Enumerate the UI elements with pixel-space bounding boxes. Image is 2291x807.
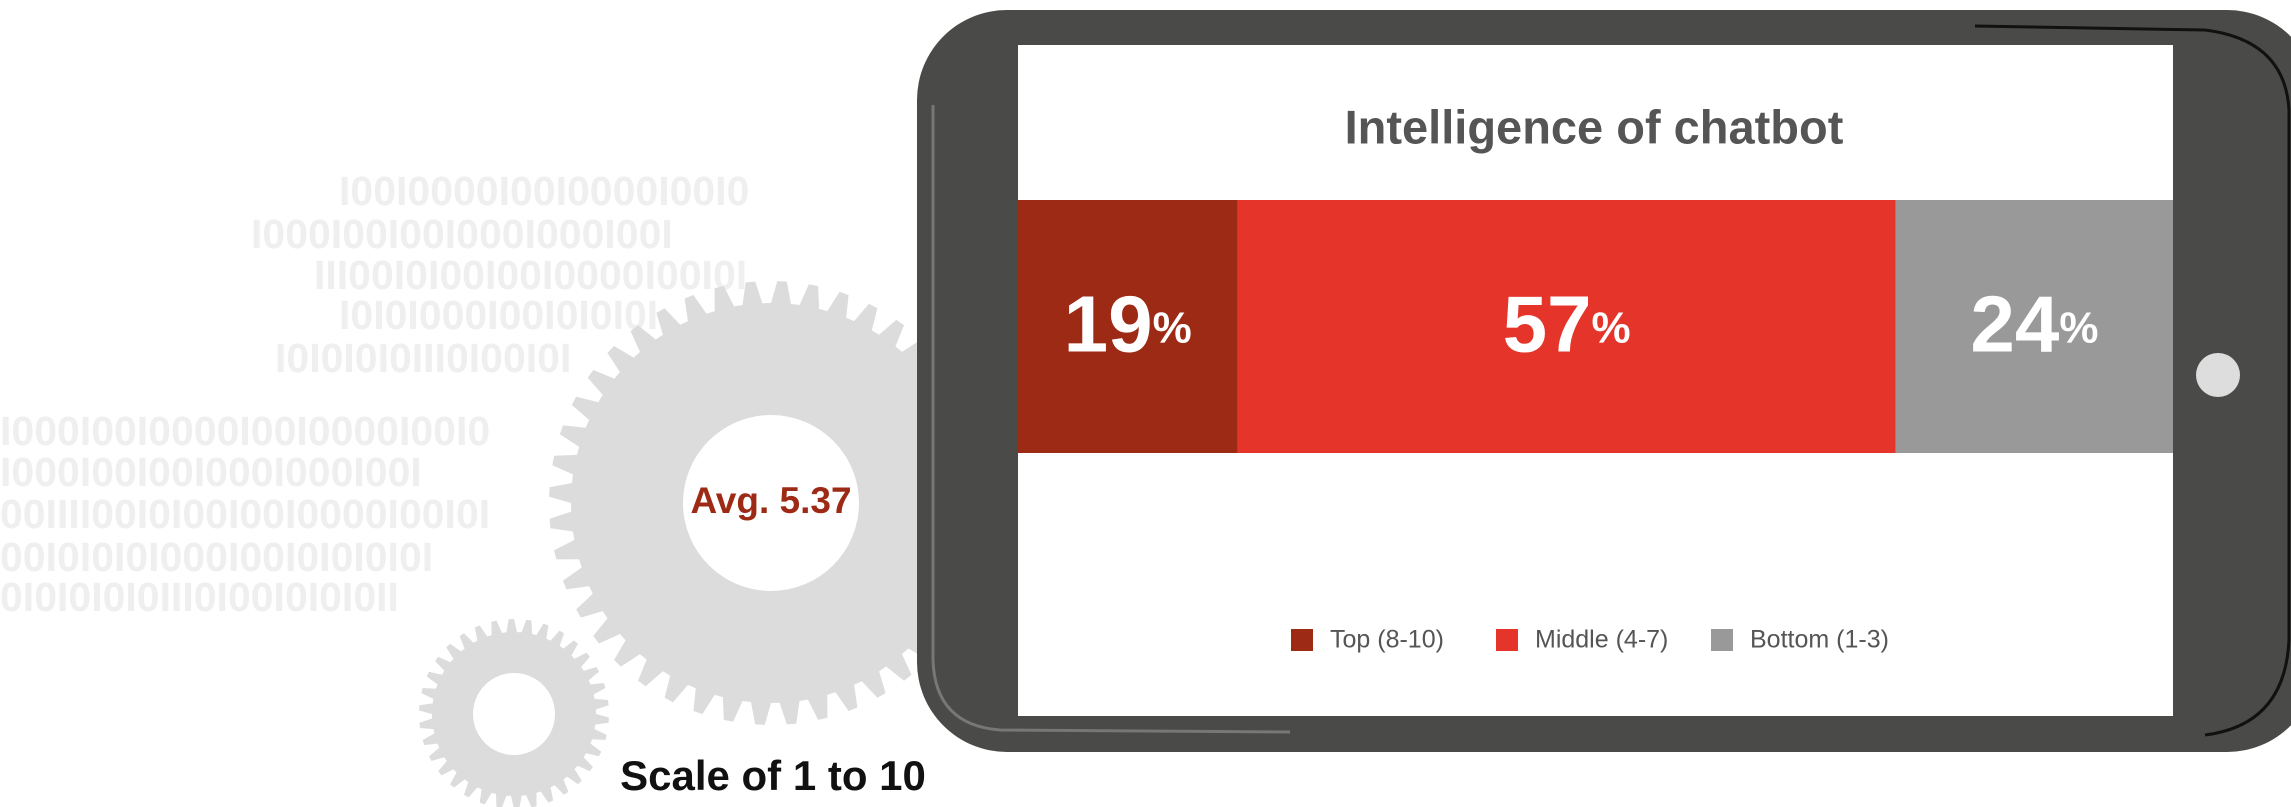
binary-text: I000I00I00I000I000I00I xyxy=(251,211,673,257)
gears xyxy=(419,281,993,807)
binary-text: I0I0I0I0III0I00I0I xyxy=(275,335,571,381)
binary-text: I000I00I0000I00I0000I00I0 xyxy=(0,408,490,454)
gear-hole xyxy=(473,673,555,755)
gear-hole xyxy=(683,415,859,591)
binary-text: I00I0000I00I0000I00I0 xyxy=(339,168,749,214)
binary-text: 00I0I0I0I000I00I0I0I0I0I xyxy=(0,534,433,580)
binary-text: 00IIII00I0I00I00I0000I00I0I xyxy=(0,491,490,537)
home-button xyxy=(2196,353,2240,397)
value-label: 57% xyxy=(1503,280,1631,369)
average-annotation: Avg. 5.37 xyxy=(690,480,851,521)
phone-edge xyxy=(931,105,1291,734)
legend-swatch xyxy=(1496,629,1518,651)
binary-text: 0I0I0I0I0III0I00I0I0I0II xyxy=(0,574,399,620)
legend-label: Bottom (1-3) xyxy=(1750,626,1889,654)
bar-segment xyxy=(1895,200,2173,453)
chart-title: Intelligence of chatbot xyxy=(1345,100,1844,153)
value-label: 24% xyxy=(1970,280,2098,369)
legend: Top (8-10) Middle (4-7) Bottom (1-3) xyxy=(1291,626,1889,654)
legend-label: Top (8-10) xyxy=(1330,626,1444,654)
bar-segment xyxy=(1018,200,1238,453)
binary-text: III00I0I00I00I0000I00I0I xyxy=(314,252,747,298)
scale-note: Scale of 1 to 10 xyxy=(620,752,926,799)
binary-text: I000I00I00I000I000I00I xyxy=(0,449,422,495)
value-label: 19% xyxy=(1064,280,1192,369)
legend-swatch xyxy=(1291,629,1313,651)
phone-edge xyxy=(1974,24,2291,737)
legend-label: Middle (4-7) xyxy=(1535,626,1668,654)
bars: 19% 57% 24% xyxy=(1018,200,2173,453)
background-binary: I00I0000I00I0000I00I0I000I00I00I000I000I… xyxy=(0,168,749,620)
binary-text: I0I0I000I00I0I0I0I xyxy=(339,292,658,338)
legend-swatch xyxy=(1711,629,1733,651)
bar-segment xyxy=(1237,200,1896,453)
